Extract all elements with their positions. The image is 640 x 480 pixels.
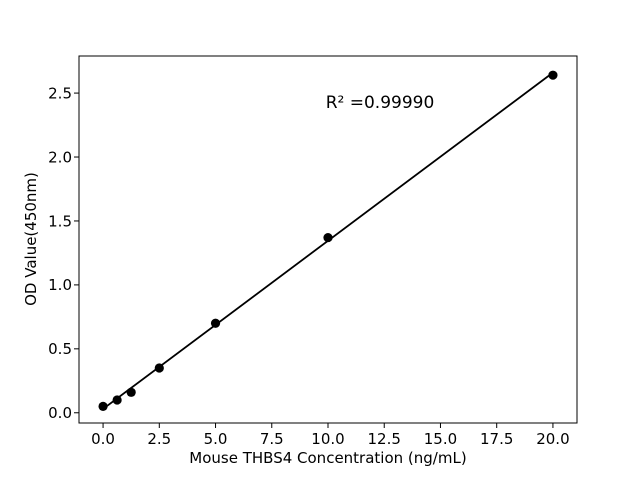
y-axis-label: OD Value(450nm): [22, 172, 40, 306]
y-tick-label: 0.5: [48, 340, 72, 358]
data-point: [548, 70, 558, 80]
data-point: [210, 318, 221, 328]
x-tick-label: 20.0: [536, 430, 569, 448]
x-tick-label: 17.5: [480, 430, 513, 448]
x-tick-label: 5.0: [204, 430, 228, 448]
plot-frame: [78, 55, 578, 424]
x-axis-label: Mouse THBS4 Concentration (ng/mL): [189, 449, 466, 467]
y-tick-label: 1.0: [48, 276, 72, 294]
data-point: [126, 387, 136, 397]
x-tick-label: 15.0: [424, 430, 457, 448]
y-tick-label: 1.5: [48, 212, 72, 230]
x-tick-label: 10.0: [311, 430, 344, 448]
y-tick-label: 0.0: [48, 404, 72, 422]
data-point: [112, 395, 122, 405]
x-tick-label: 7.5: [260, 430, 284, 448]
y-tick-label: 2.5: [48, 84, 72, 102]
x-tick-label: 12.5: [368, 430, 401, 448]
data-point: [323, 232, 333, 243]
y-tick-label: 2.0: [48, 148, 72, 166]
r-squared-annotation: R² =0.99990: [326, 93, 435, 113]
x-tick-label: 2.5: [147, 430, 171, 448]
x-tick-label: 0.0: [91, 430, 115, 448]
data-point: [154, 363, 164, 373]
data-point: [98, 401, 108, 411]
